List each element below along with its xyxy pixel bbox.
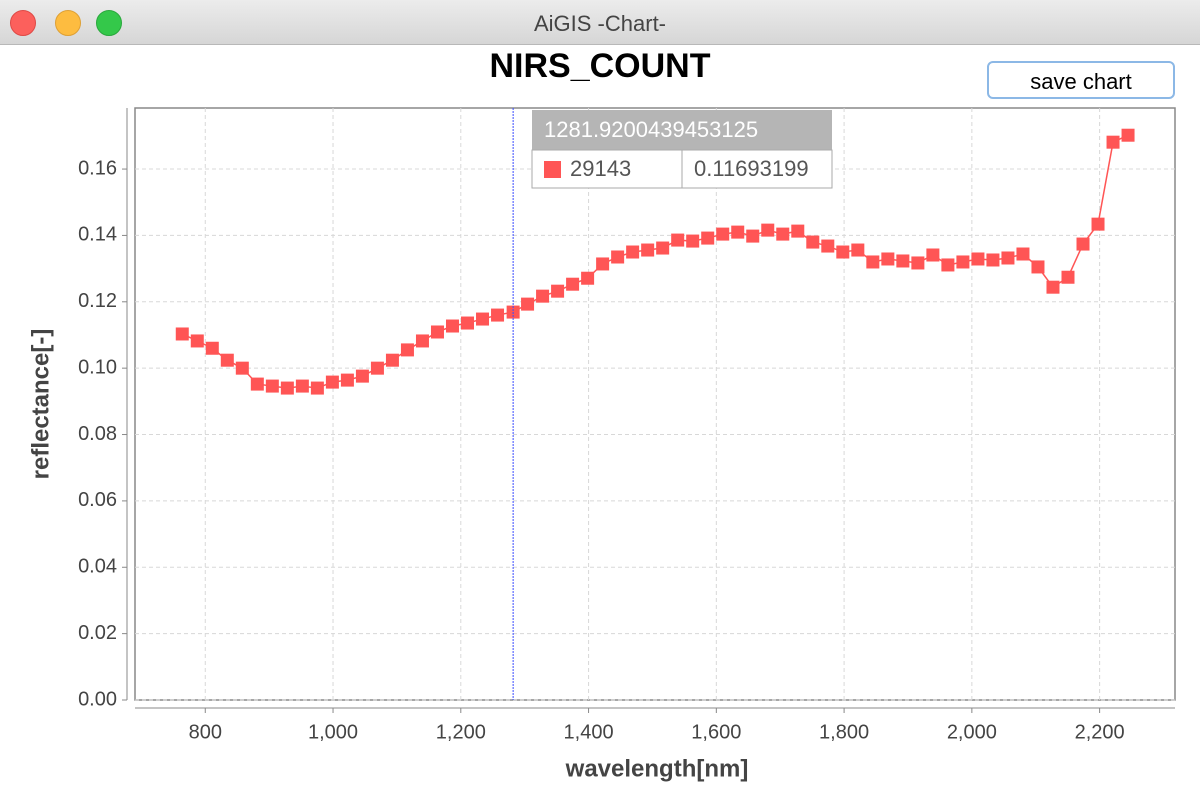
y-tick-label: 0.00: [78, 688, 117, 710]
close-button[interactable]: [10, 10, 36, 36]
zoom-button[interactable]: [96, 10, 122, 36]
x-tick-label: 1,000: [308, 721, 358, 743]
point-marker: [626, 245, 640, 259]
chart-title: NIRS_COUNT: [489, 47, 710, 85]
point-marker: [461, 316, 475, 330]
point-marker: [310, 381, 324, 395]
tooltip-title: 1281.9200439453125: [544, 117, 758, 142]
point-marker: [851, 243, 865, 257]
title-bar: AiGIS -Chart-: [0, 0, 1200, 45]
y-tick-label: 0.06: [78, 489, 117, 511]
point-marker: [175, 327, 189, 341]
point-marker: [340, 373, 354, 387]
point-marker: [701, 231, 715, 245]
point-marker: [911, 256, 925, 270]
point-marker: [1076, 237, 1090, 251]
point-marker: [641, 243, 655, 257]
save-chart-button[interactable]: save chart: [987, 61, 1175, 99]
point-marker: [806, 235, 820, 249]
point-marker: [731, 225, 745, 239]
point-marker: [881, 252, 895, 266]
point-marker: [1091, 217, 1105, 231]
point-marker: [521, 297, 535, 311]
x-tick-label: 1,400: [564, 721, 614, 743]
y-axis-label: reflectance[-]: [27, 329, 54, 480]
point-marker: [776, 227, 790, 241]
point-marker: [385, 353, 399, 367]
point-marker: [551, 284, 565, 298]
point-marker: [566, 277, 580, 291]
point-marker: [581, 271, 595, 285]
y-tick-label: 0.14: [78, 224, 117, 246]
plot-area: [134, 107, 1176, 701]
point-marker: [971, 252, 985, 266]
point-marker: [355, 369, 369, 383]
point-marker: [656, 241, 670, 255]
point-marker: [430, 325, 444, 339]
tooltip: 1281.9200439453125 29143 0.11693199: [531, 110, 833, 189]
point-marker: [491, 308, 505, 322]
point-marker: [926, 248, 940, 262]
point-marker: [536, 289, 550, 303]
y-tick-label: 0.04: [78, 556, 117, 578]
series-line: [181, 134, 1129, 389]
point-marker: [1031, 260, 1045, 274]
point-marker: [986, 253, 1000, 267]
point-marker: [280, 381, 294, 395]
point-marker: [370, 361, 384, 375]
point-marker: [1001, 251, 1015, 265]
point-marker: [1106, 135, 1120, 149]
x-axis-label: wavelength[nm]: [565, 755, 749, 782]
point-marker: [265, 379, 279, 393]
y-tick-label: 0.12: [78, 290, 117, 312]
point-marker: [611, 250, 625, 264]
point-marker: [791, 224, 805, 238]
x-tick-label: 1,600: [691, 721, 741, 743]
point-marker: [476, 312, 490, 326]
window-title: AiGIS -Chart-: [533, 11, 667, 36]
point-marker: [671, 233, 685, 247]
tooltip-series-name: 29143: [570, 156, 631, 181]
point-marker: [716, 227, 730, 241]
point-marker: [445, 319, 459, 333]
point-marker: [220, 353, 234, 367]
x-tick-label: 800: [189, 721, 222, 743]
tooltip-header: [532, 110, 832, 150]
point-marker: [941, 258, 955, 272]
point-marker: [896, 254, 910, 268]
y-tick-label: 0.02: [78, 622, 117, 644]
tooltip-value: 0.11693199: [694, 156, 809, 181]
point-marker: [1046, 280, 1060, 294]
x-tick-label: 2,200: [1075, 721, 1125, 743]
point-marker: [190, 334, 204, 348]
point-marker: [250, 377, 264, 391]
x-tick-label: 2,000: [947, 721, 997, 743]
y-tick-label: 0.16: [78, 157, 117, 179]
point-marker: [686, 234, 700, 248]
x-tick-label: 1,800: [819, 721, 869, 743]
point-marker: [866, 255, 880, 269]
point-marker: [821, 239, 835, 253]
point-marker: [1121, 128, 1135, 142]
point-marker: [956, 255, 970, 269]
point-marker: [746, 229, 760, 243]
point-marker: [761, 223, 775, 237]
point-marker: [400, 343, 414, 357]
point-marker: [325, 375, 339, 389]
point-marker: [836, 245, 850, 259]
point-marker: [295, 379, 309, 393]
y-tick-label: 0.08: [78, 423, 117, 445]
point-marker: [596, 257, 610, 271]
y-tick-label: 0.10: [78, 356, 117, 378]
point-marker: [1061, 270, 1075, 284]
minimize-button[interactable]: [55, 10, 81, 36]
x-tick-label: 1,200: [436, 721, 486, 743]
point-marker: [1016, 247, 1030, 261]
point-marker: [235, 361, 249, 375]
point-marker: [415, 334, 429, 348]
tooltip-swatch: [544, 161, 561, 178]
point-marker: [205, 341, 219, 355]
